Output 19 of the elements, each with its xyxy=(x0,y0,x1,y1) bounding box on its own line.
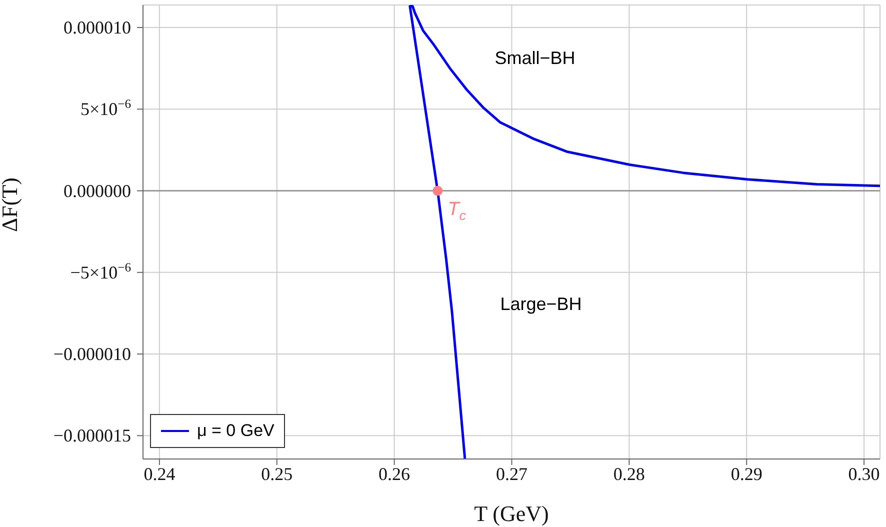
y-tick-label: −5×10$^{−6}$ xyxy=(70,260,131,282)
x-tick-label: 0.24 xyxy=(144,464,176,484)
y-tick-label: 0.000010 xyxy=(64,18,131,38)
x-tick-label: 0.28 xyxy=(613,464,645,484)
annotation: Small−BH xyxy=(494,48,576,69)
y-tick-label: 5×10$^{−6}$ xyxy=(80,97,131,120)
y-tick-label: −0.000015 xyxy=(53,426,131,446)
x-tick-label: 0.26 xyxy=(378,464,410,484)
legend-label: μ = 0 GeV xyxy=(197,421,274,441)
x-tick-label: 0.30 xyxy=(848,464,880,484)
annotation: Large−BH xyxy=(500,294,582,315)
y-tick-label: −0.000010 xyxy=(53,344,131,364)
x-tick-label: 0.27 xyxy=(496,464,528,484)
y-tick-label: 0.000000 xyxy=(64,180,131,201)
x-tick-label: 0.29 xyxy=(730,464,762,484)
x-tick-label: 0.25 xyxy=(261,464,293,484)
y-axis-title: ΔF(T) xyxy=(0,178,22,232)
x-axis-title: T (GeV) xyxy=(474,501,549,526)
annotation: T$_{c}$ xyxy=(448,198,466,223)
